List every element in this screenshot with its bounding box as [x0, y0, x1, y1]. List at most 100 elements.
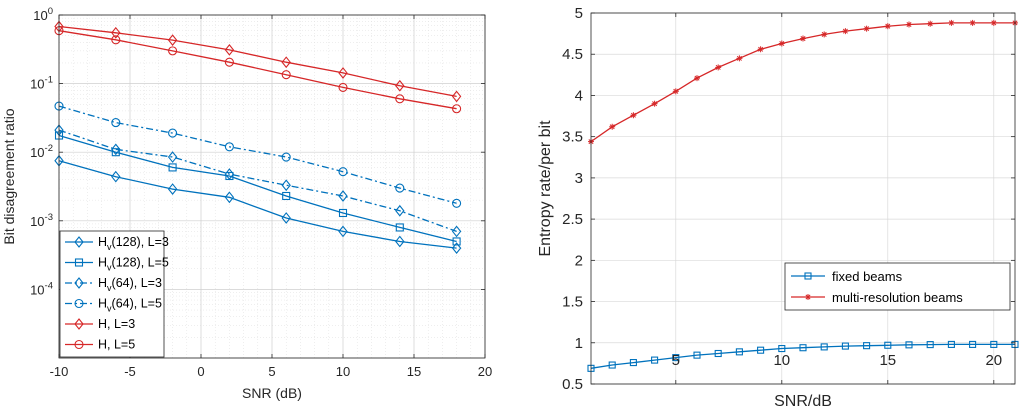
- y-tick-label: 10-2: [30, 143, 53, 160]
- legend-label: Hv(128), L=5: [98, 256, 169, 273]
- data-point-marker: [452, 198, 462, 208]
- data-point-marker: [395, 94, 405, 104]
- data-point-marker: [395, 183, 405, 193]
- series-4: [54, 20, 462, 103]
- data-point-marker: [395, 79, 405, 92]
- legend-marker: [74, 298, 84, 309]
- data-point-marker: [451, 90, 462, 103]
- data-point-marker: [842, 28, 849, 35]
- series-1: [54, 131, 461, 246]
- x-tick-label: 10: [336, 364, 350, 379]
- series-line: [58, 105, 457, 204]
- data-point-marker: [778, 40, 785, 47]
- data-point-marker: [168, 163, 177, 172]
- x-tick-label: -10: [50, 364, 69, 379]
- legend-label: multi-resolution beams: [832, 290, 963, 305]
- data-point-marker: [338, 167, 348, 177]
- x-tick-label: 5: [268, 364, 275, 379]
- legend-item: fixed beams: [791, 269, 903, 284]
- data-point-marker: [906, 21, 912, 28]
- data-point-marker: [452, 104, 462, 114]
- data-point-marker: [841, 342, 849, 350]
- y-tick-label: 3: [575, 170, 583, 187]
- data-point-marker: [452, 237, 461, 246]
- y-tick-label: 0.5: [562, 376, 583, 393]
- series-line: [58, 25, 457, 98]
- right-x-axis-label: SNR/dB: [774, 393, 832, 410]
- legend-marker: [74, 258, 84, 267]
- x-tick-label: 5: [672, 352, 680, 369]
- data-point-marker: [714, 349, 722, 358]
- data-point-marker: [281, 56, 291, 69]
- data-point-marker: [338, 225, 348, 238]
- data-point-marker: [927, 20, 934, 27]
- data-point-marker: [281, 179, 291, 192]
- y-tick-label: 4: [575, 87, 583, 104]
- data-point-marker: [735, 348, 743, 356]
- data-point-marker: [168, 128, 178, 138]
- left-chart: -10 -5 0 5 10 15 20 10-4 10-3 10-2 10-1 100 SNR (dB…: [1, 6, 492, 401]
- data-point-marker: [736, 55, 743, 62]
- legend-label: Hv(128), L=3: [98, 235, 169, 252]
- series-line: [58, 30, 457, 110]
- legend-item: Hv(128), L=3: [65, 235, 169, 252]
- x-tick-label: 0: [197, 364, 204, 379]
- x-tick-label: 10: [773, 352, 790, 369]
- data-point-marker: [111, 118, 121, 128]
- left-grid: [58, 14, 486, 359]
- data-point-marker: [884, 23, 891, 30]
- data-point-marker: [905, 341, 913, 349]
- data-point-marker: [395, 204, 405, 217]
- data-point-marker: [281, 152, 291, 162]
- y-tick-label: 100: [33, 6, 53, 23]
- y-tick-label: 5: [575, 5, 583, 22]
- data-point-marker: [821, 31, 828, 38]
- data-point-marker: [947, 340, 955, 348]
- data-point-marker: [111, 35, 121, 45]
- data-point-marker: [608, 361, 616, 369]
- data-point-marker: [863, 25, 870, 32]
- data-point-marker: [167, 151, 178, 163]
- data-point-marker: [926, 341, 934, 349]
- legend-item: H, L=3: [65, 317, 135, 331]
- data-point-marker: [111, 148, 120, 157]
- y-tick-label: 4.5: [562, 46, 583, 63]
- data-point-marker: [338, 67, 348, 79]
- data-point-marker: [672, 354, 680, 362]
- data-point-marker: [451, 225, 462, 238]
- data-point-marker: [863, 342, 871, 350]
- data-point-marker: [820, 343, 828, 351]
- legend-marker: [804, 272, 812, 280]
- data-point-marker: [800, 35, 806, 42]
- data-point-marker: [630, 112, 637, 119]
- legend-box: [784, 262, 1011, 311]
- left-tick-labels: -10 -5 0 5 10 15 20 10-4 10-3 10-2 10-1 100: [30, 6, 492, 379]
- data-point-marker: [948, 19, 955, 26]
- data-point-marker: [224, 168, 235, 180]
- data-point-marker: [167, 34, 178, 47]
- data-point-marker: [281, 70, 291, 80]
- data-point-marker: [451, 242, 462, 254]
- legend-label: H, L=5: [98, 338, 135, 352]
- legend-item: Hv(64), L=3: [65, 276, 162, 293]
- data-point-marker: [651, 100, 658, 107]
- right-axes-frame: [590, 12, 1016, 385]
- left-x-axis-label: SNR (dB): [242, 385, 302, 401]
- legend-item: Hv(128), L=5: [65, 256, 169, 273]
- right-plot-area: [591, 13, 1015, 384]
- right-tick-labels: 5 10 15 20 0.5 1 1.5 2 2.5 3 3.5 4 4.5 5: [562, 5, 1015, 393]
- y-tick-label: 2: [575, 252, 583, 269]
- y-tick-label: 3.5: [562, 129, 583, 146]
- data-point-marker: [224, 191, 235, 204]
- left-series-group: [54, 20, 462, 254]
- data-point-marker: [395, 235, 405, 248]
- x-tick-label: 20: [985, 352, 1002, 369]
- data-point-marker: [338, 82, 348, 92]
- data-point-marker: [969, 19, 976, 26]
- data-point-marker: [224, 57, 234, 67]
- y-tick-label: 10-4: [30, 280, 53, 297]
- left-y-axis-label: Bit disagreement ratio: [1, 108, 17, 244]
- data-point-marker: [609, 123, 616, 130]
- y-tick-label: 2.5: [562, 211, 583, 228]
